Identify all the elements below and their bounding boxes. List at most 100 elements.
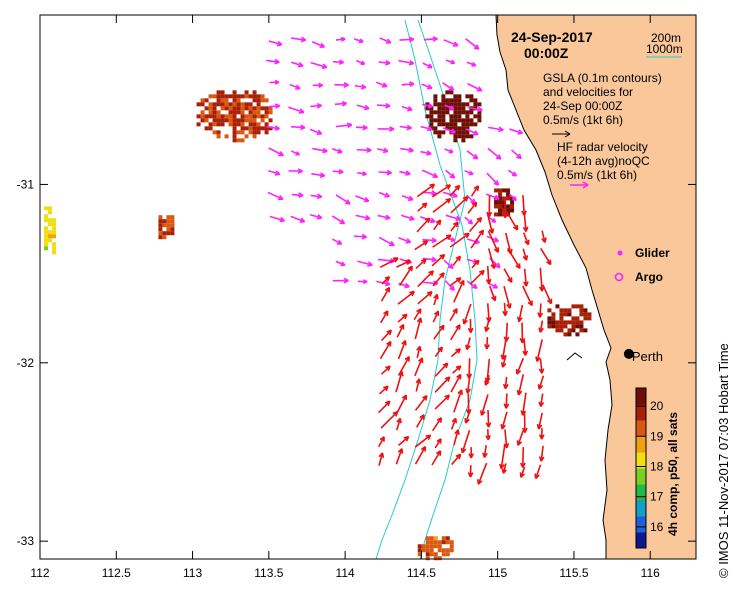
sst-pixel <box>457 98 462 103</box>
velocity-arrow <box>432 310 440 323</box>
velocity-arrow <box>460 429 471 454</box>
velocity-arrow <box>509 128 524 135</box>
velocity-arrow <box>501 463 507 474</box>
velocity-arrow <box>267 191 284 201</box>
argo-marker-icon <box>614 272 624 282</box>
sst-pixel <box>461 138 466 143</box>
velocity-arrow <box>449 184 461 197</box>
velocity-arrow <box>522 285 533 307</box>
sst-pixel <box>429 544 434 549</box>
sst-pixel <box>232 134 237 139</box>
sst-pixel <box>216 98 221 103</box>
sst-pixel <box>445 98 450 103</box>
sst-pixel <box>252 118 257 123</box>
sst-pixel <box>457 134 462 139</box>
sst-pixel <box>506 196 511 201</box>
sst-pixel <box>575 332 580 337</box>
velocity-arrow <box>450 373 462 393</box>
sst-pixel <box>441 114 446 119</box>
velocity-arrow <box>486 212 495 234</box>
velocity-arrow <box>422 237 437 244</box>
velocity-arrow <box>445 169 456 179</box>
sst-pixel <box>506 192 511 197</box>
sst-pixel <box>212 94 217 99</box>
sst-pixel <box>555 328 560 333</box>
velocity-arrow <box>503 285 512 309</box>
x-tick-label: 113.5 <box>254 566 283 580</box>
colorbar-tick-label: 19 <box>650 429 664 443</box>
sst-pixel <box>252 114 257 119</box>
sst-pixel <box>417 548 422 553</box>
sst-pixel <box>166 231 171 236</box>
sst-pixel <box>465 110 470 115</box>
sst-pixel <box>433 544 438 549</box>
sst-pixel <box>449 90 454 95</box>
sst-pixel <box>477 110 482 115</box>
sst-pixel <box>232 110 237 115</box>
velocity-arrow <box>355 214 371 221</box>
sst-pixel <box>461 122 466 127</box>
velocity-arrow <box>522 338 529 356</box>
velocity-arrow <box>502 302 508 317</box>
sst-pixel <box>465 118 470 123</box>
sst-pixel <box>425 102 430 107</box>
sst-pixel <box>232 114 237 119</box>
sst-pixel <box>449 114 454 119</box>
sst-pixel <box>563 320 568 325</box>
sst-pixel <box>502 196 507 201</box>
sst-pixel <box>449 544 454 549</box>
velocity-arrow <box>540 247 552 266</box>
velocity-arrow <box>451 453 462 466</box>
sst-pixel <box>433 98 438 103</box>
sst-pixel <box>461 102 466 107</box>
sst-pixel <box>510 200 515 205</box>
sst-pixel <box>433 126 438 131</box>
sst-pixel <box>502 188 507 193</box>
sst-pixel <box>502 204 507 209</box>
x-tick-label: 115 <box>488 566 507 580</box>
sst-pixel <box>441 552 446 557</box>
velocity-arrow <box>468 216 483 233</box>
sst-pixel <box>256 102 261 107</box>
velocity-arrow <box>379 37 392 44</box>
sst-pixel <box>216 118 221 123</box>
axis-ticks: 112 112.5 113 113.5 114 114.5 115 115.5 116 -31 -3… <box>17 15 696 580</box>
sst-pixel <box>473 102 478 107</box>
sst-pixel <box>494 212 499 217</box>
sst-pixel <box>461 118 466 123</box>
velocity-arrow <box>422 62 433 69</box>
sst-pixel <box>240 126 245 131</box>
sst-pixel <box>469 134 474 139</box>
sst-pixel <box>567 308 572 313</box>
velocity-arrow <box>354 233 367 240</box>
velocity-arrow <box>450 417 458 430</box>
velocity-arrow <box>537 375 545 390</box>
sst-pixel <box>204 126 209 131</box>
velocity-arrow <box>503 393 510 409</box>
velocity-arrow <box>396 417 402 431</box>
sst-pixel <box>200 114 205 119</box>
sst-pixel <box>48 222 52 227</box>
sst-pixel <box>559 320 564 325</box>
velocity-arrow <box>434 438 442 449</box>
velocity-arrow <box>310 193 323 200</box>
sst-pixel <box>224 102 229 107</box>
sst-pixel <box>220 122 225 127</box>
sst-pixel <box>240 138 245 143</box>
sst-pixel <box>224 106 229 111</box>
sst-pixel <box>579 304 584 309</box>
velocity-arrow <box>465 128 479 136</box>
sst-pixel <box>461 130 466 135</box>
velocity-arrow <box>452 255 462 267</box>
sst-pixel <box>264 98 269 103</box>
sst-pixel <box>579 312 584 317</box>
velocity-arrow <box>484 337 490 350</box>
sst-pixel <box>158 223 163 228</box>
velocity-arrow <box>417 291 433 305</box>
velocity-arrow <box>331 215 346 225</box>
sst-pixel <box>433 102 438 107</box>
sst-pixel <box>224 114 229 119</box>
velocity-arrow <box>414 240 429 251</box>
sst-pixel <box>465 114 470 119</box>
sst-pixel <box>461 110 466 115</box>
